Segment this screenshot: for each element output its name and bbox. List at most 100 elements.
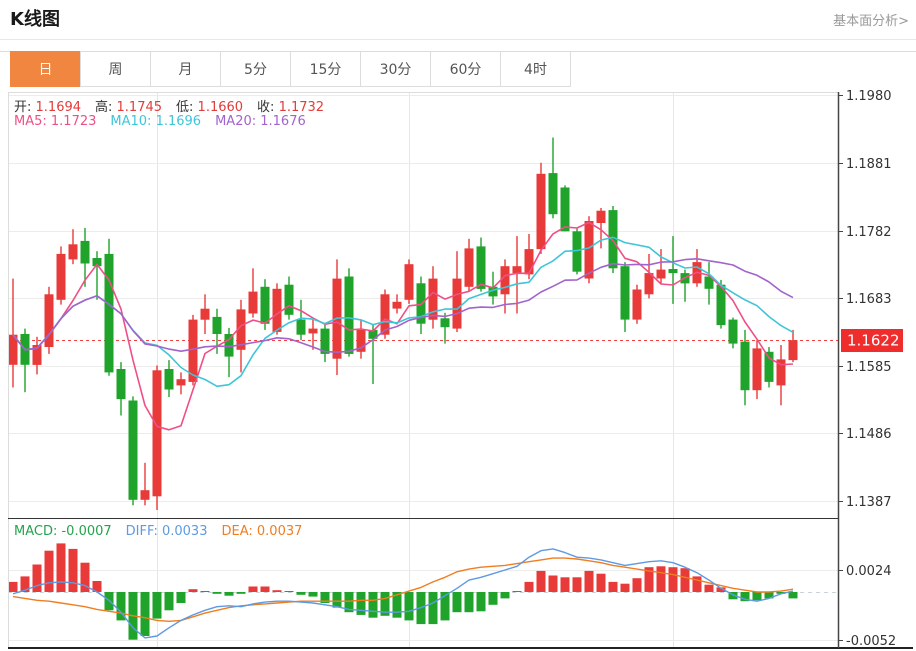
candle[interactable]: [44, 286, 54, 354]
macd-hist-bar: [236, 592, 246, 594]
candle[interactable]: [632, 284, 642, 324]
candle[interactable]: [8, 278, 18, 388]
tab-4时[interactable]: 4时: [500, 51, 571, 87]
candle[interactable]: [680, 269, 690, 302]
candle[interactable]: [356, 319, 366, 359]
candle[interactable]: [620, 262, 630, 332]
candle[interactable]: [224, 327, 234, 378]
macd-tick-label: 0.0024: [846, 564, 892, 579]
candle[interactable]: [440, 312, 450, 344]
tab-15分[interactable]: 15分: [290, 51, 361, 87]
candle[interactable]: [188, 314, 198, 386]
candle[interactable]: [104, 238, 114, 376]
candle[interactable]: [536, 162, 546, 254]
candle-body: [452, 278, 462, 329]
candle[interactable]: [116, 362, 126, 416]
candle-body: [164, 369, 174, 390]
candle[interactable]: [248, 268, 258, 318]
candle[interactable]: [728, 317, 738, 349]
candle[interactable]: [404, 259, 414, 304]
candle[interactable]: [716, 279, 726, 329]
candle[interactable]: [176, 372, 186, 395]
macd-hist-bar: [320, 592, 330, 603]
macd-hist-bar: [596, 573, 606, 592]
candle[interactable]: [80, 227, 90, 287]
candle-body: [560, 187, 570, 232]
candle-body: [728, 319, 738, 344]
macd-hist-bar: [44, 550, 54, 592]
price-tick-label: 1.1585: [846, 360, 892, 375]
candle[interactable]: [476, 237, 486, 292]
candle[interactable]: [656, 249, 666, 284]
tab-月[interactable]: 月: [150, 51, 221, 87]
candle[interactable]: [368, 324, 378, 384]
candle[interactable]: [464, 238, 474, 292]
candle[interactable]: [560, 185, 570, 232]
candle[interactable]: [272, 283, 282, 335]
candle[interactable]: [428, 266, 438, 329]
tab-30分[interactable]: 30分: [360, 51, 431, 87]
tab-60分[interactable]: 60分: [430, 51, 501, 87]
candle[interactable]: [92, 251, 102, 300]
candle-body: [284, 284, 294, 315]
candle[interactable]: [32, 336, 42, 375]
candle[interactable]: [548, 137, 558, 219]
candle[interactable]: [776, 345, 786, 406]
candle[interactable]: [152, 365, 162, 511]
candle[interactable]: [392, 294, 402, 314]
candle[interactable]: [764, 347, 774, 388]
candle[interactable]: [68, 229, 78, 265]
candle-body: [788, 340, 798, 361]
candle-body: [296, 319, 306, 335]
candle[interactable]: [584, 216, 594, 284]
macd-hist-bar: [380, 592, 390, 616]
ma10-line: [12, 236, 794, 388]
candle[interactable]: [128, 396, 138, 506]
candle-body: [104, 253, 114, 373]
candle[interactable]: [380, 289, 390, 339]
ma5-line: [12, 221, 794, 431]
candle-body: [632, 289, 642, 320]
candle[interactable]: [296, 299, 306, 341]
dea-line: [12, 557, 794, 622]
candle-body: [536, 173, 546, 250]
candle-body: [176, 379, 186, 386]
candle[interactable]: [644, 253, 654, 299]
candle[interactable]: [572, 228, 582, 275]
candle-body: [716, 284, 726, 326]
candle[interactable]: [788, 329, 798, 363]
tab-日[interactable]: 日: [10, 51, 81, 87]
candle[interactable]: [140, 462, 150, 506]
macd-hist-bar: [152, 592, 162, 619]
ma-readout: MA5: 1.1723 MA10: 1.1696 MA20: 1.1676: [14, 114, 320, 129]
candle-body: [188, 319, 198, 382]
candle[interactable]: [704, 262, 714, 305]
candle[interactable]: [284, 276, 294, 320]
candle[interactable]: [56, 246, 66, 305]
candle[interactable]: [740, 329, 750, 406]
candle[interactable]: [452, 251, 462, 332]
price-tick-label: 1.1387: [846, 495, 892, 510]
candle[interactable]: [320, 324, 330, 363]
candle-body: [428, 278, 438, 320]
candle[interactable]: [344, 268, 354, 357]
candle-body: [464, 248, 474, 287]
candle[interactable]: [236, 299, 246, 373]
candle[interactable]: [200, 294, 210, 334]
tab-周[interactable]: 周: [80, 51, 151, 87]
tab-5分[interactable]: 5分: [220, 51, 291, 87]
macd-hist-bar: [704, 584, 714, 592]
candle[interactable]: [20, 328, 30, 393]
candle[interactable]: [260, 279, 270, 330]
candle[interactable]: [512, 236, 522, 314]
candle[interactable]: [668, 236, 678, 304]
candle[interactable]: [596, 208, 606, 249]
candle-body: [524, 249, 534, 275]
macd-readout: MACD: -0.0007 DIFF: 0.0033 DEA: 0.0037: [14, 524, 316, 539]
candle[interactable]: [164, 360, 174, 397]
candle-body: [512, 266, 522, 273]
fundamental-analysis-link[interactable]: 基本面分析>: [833, 14, 909, 29]
candle[interactable]: [308, 319, 318, 350]
candle[interactable]: [752, 340, 762, 400]
